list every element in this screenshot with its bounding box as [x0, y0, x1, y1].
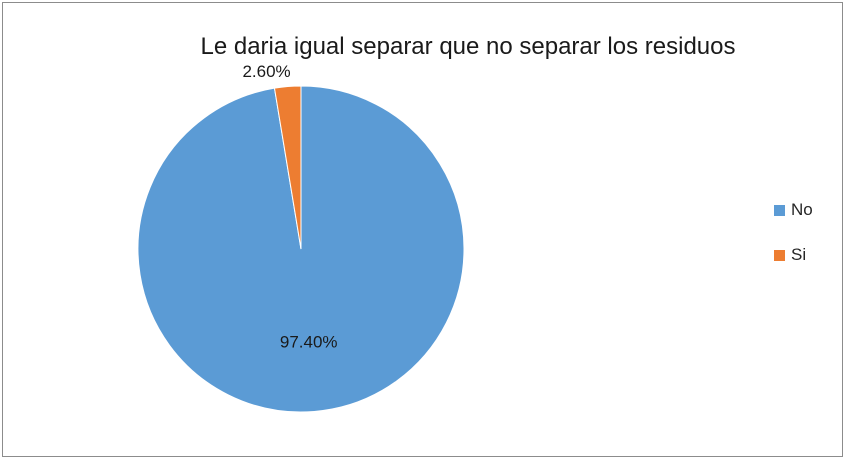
chart-frame: Le daria igual separar que no separar lo…	[2, 2, 843, 457]
chart-title: Le daria igual separar que no separar lo…	[200, 33, 736, 60]
legend-label-no: No	[791, 200, 813, 219]
pie-labels: 97.40% 2.60%	[242, 62, 337, 352]
legend-swatch-no	[774, 204, 785, 216]
pie-chart: 97.40% 2.60%	[137, 62, 465, 413]
data-label-no: 97.40%	[280, 333, 338, 352]
legend-item-si: Si	[774, 244, 813, 266]
legend-label-si: Si	[791, 245, 807, 264]
data-label-si: 2.60%	[242, 62, 290, 81]
pie-slices	[137, 85, 465, 413]
pie-slice-si	[273, 85, 302, 250]
chart-legend: No Si	[774, 199, 813, 289]
legend-swatch-si	[774, 249, 785, 261]
legend-item-no: No	[774, 199, 813, 221]
